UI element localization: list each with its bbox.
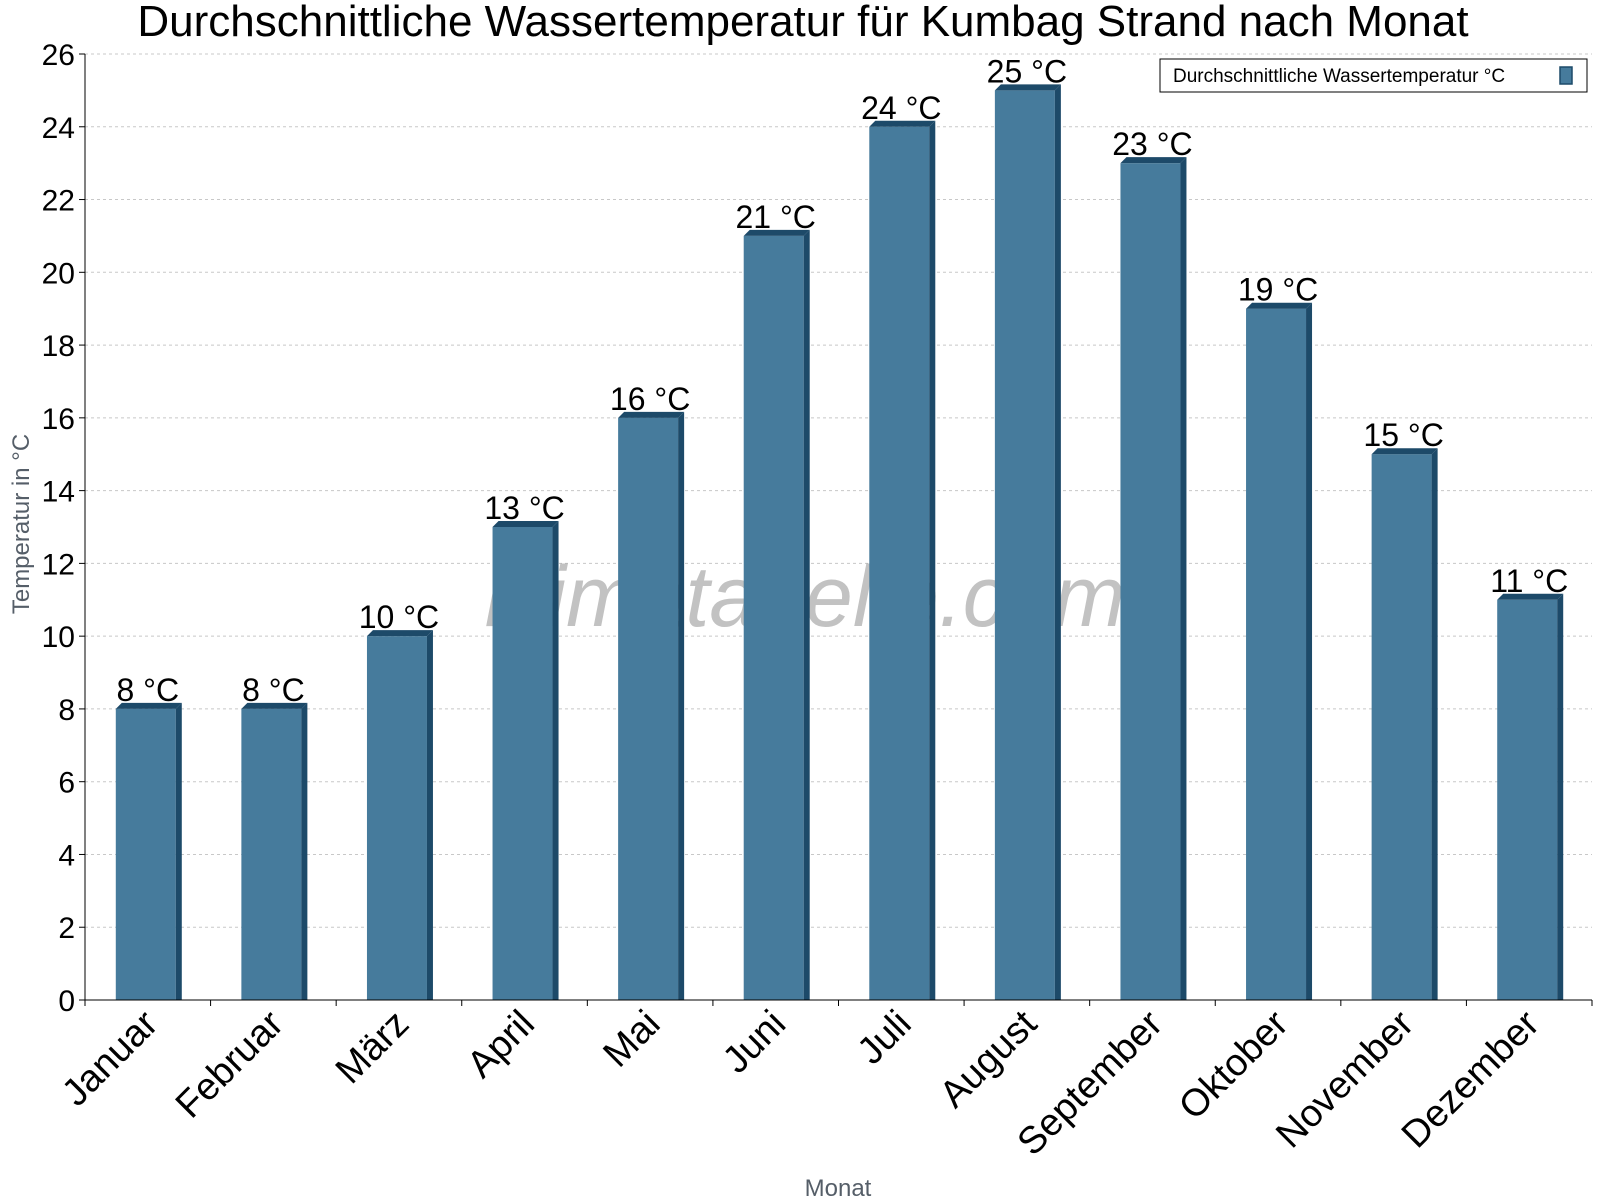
y-tick-label: 10: [42, 621, 75, 654]
x-tick-label: März: [328, 1003, 417, 1092]
bar: [1246, 302, 1313, 1000]
bar-side: [1431, 448, 1438, 1000]
y-tick-label: 18: [42, 330, 75, 363]
y-tick-label: 14: [42, 476, 75, 509]
bar-front: [618, 417, 679, 1000]
legend-label: Durchschnittliche Wassertemperatur °C: [1173, 66, 1505, 87]
y-tick-label: 22: [42, 185, 75, 218]
y-tick-label: 8: [58, 694, 75, 727]
axes: [84, 54, 1592, 1001]
y-tick-label: 4: [58, 839, 75, 872]
bar-side: [1557, 593, 1564, 1000]
bar-top: [241, 702, 308, 709]
bar: [743, 229, 810, 1000]
bar-side: [426, 630, 433, 1000]
bar-front: [492, 527, 553, 1000]
value-label: 23 °C: [1112, 126, 1192, 162]
bar-front: [1246, 308, 1307, 1000]
legend-box: [1159, 58, 1588, 93]
y-tick-label: 24: [42, 112, 75, 145]
value-label: 25 °C: [987, 53, 1067, 89]
x-tick-label: Februar: [168, 1002, 292, 1126]
bar-side: [929, 120, 936, 1001]
y-tick-label: 26: [42, 39, 75, 72]
bar-side: [1306, 302, 1313, 1000]
bar-front: [241, 708, 302, 1000]
bar-top: [1371, 448, 1438, 455]
bar-side: [803, 229, 810, 1000]
y-tick-label: 20: [42, 257, 75, 290]
y-tick-label: 12: [42, 548, 75, 581]
bar-front: [1497, 599, 1558, 1000]
bar-side: [552, 521, 559, 1000]
value-label: 19 °C: [1238, 272, 1318, 308]
bar-front: [115, 708, 176, 1000]
value-label: 13 °C: [484, 490, 564, 526]
y-tick-label: 6: [58, 767, 75, 800]
value-label: 8 °C: [116, 672, 179, 708]
bars: [115, 84, 1564, 1001]
bar-side: [678, 411, 685, 1000]
bar: [115, 702, 182, 1000]
x-tick-label: Dezember: [1394, 1002, 1548, 1156]
x-tick-label: Oktober: [1171, 1002, 1297, 1128]
legend-swatch: [1559, 66, 1573, 85]
value-label: 21 °C: [736, 199, 816, 235]
bar-side: [1180, 157, 1187, 1001]
value-label: 15 °C: [1363, 417, 1443, 453]
bar-front: [1120, 163, 1181, 1001]
bar-front: [366, 636, 427, 1000]
x-tick-label: April: [459, 1003, 542, 1086]
bar-front: [743, 235, 804, 1000]
bar-front: [1371, 454, 1432, 1000]
bar-side: [175, 702, 182, 1000]
bar-top: [1497, 593, 1564, 600]
x-axis-title: Monat: [805, 1175, 872, 1200]
bar: [618, 411, 685, 1000]
bar: [1497, 593, 1564, 1000]
bar: [1120, 157, 1187, 1001]
gridlines: [85, 53, 1592, 928]
x-tick-label: Januar: [54, 1002, 166, 1114]
bar: [241, 702, 308, 1000]
legend: Durchschnittliche Wassertemperatur °C: [1159, 58, 1588, 93]
y-tick-label: 0: [58, 985, 75, 1018]
bar-top: [618, 411, 685, 418]
x-tick-label: August: [932, 1002, 1046, 1116]
bar-top: [115, 702, 182, 709]
value-label: 24 °C: [861, 90, 941, 126]
x-tick-label: Juli: [850, 1003, 920, 1073]
bar: [869, 120, 936, 1001]
bar: [1371, 448, 1438, 1000]
bar-top: [994, 84, 1061, 91]
bar-top: [1246, 302, 1313, 309]
bar: [492, 521, 559, 1000]
value-label: 10 °C: [359, 599, 439, 635]
bar-top: [1120, 157, 1187, 164]
bar-front: [869, 126, 930, 1001]
bar: [366, 630, 433, 1000]
y-tick-label: 2: [58, 912, 75, 945]
y-tick-label: 16: [42, 403, 75, 436]
x-tick-label: Mai: [595, 1003, 668, 1076]
bar-top: [869, 120, 936, 127]
bar-front: [994, 90, 1055, 1000]
value-labels: 8 °C 8 °C 10 °C 13 °C 16 °C 21 °C 24 °C 25 °C 23…: [116, 53, 1568, 708]
x-tick-label: Juni: [715, 1003, 794, 1082]
value-label: 16 °C: [610, 381, 690, 417]
bar-top: [492, 521, 559, 527]
bar-top: [366, 630, 433, 637]
value-label: 8 °C: [242, 672, 305, 708]
bar-side: [301, 702, 308, 1000]
bar-side: [1054, 84, 1061, 1000]
chart-title: Durchschnittliche Wassertemperatur für K…: [137, 0, 1468, 46]
bar-top: [743, 229, 810, 236]
x-axis-ticks: Januar Februar März April Mai Juni Juli AugustS…: [54, 1000, 1593, 1164]
value-label: 11 °C: [1490, 563, 1568, 599]
y-axis-title: Temperatur in °C: [8, 434, 35, 614]
bar: [994, 84, 1061, 1000]
